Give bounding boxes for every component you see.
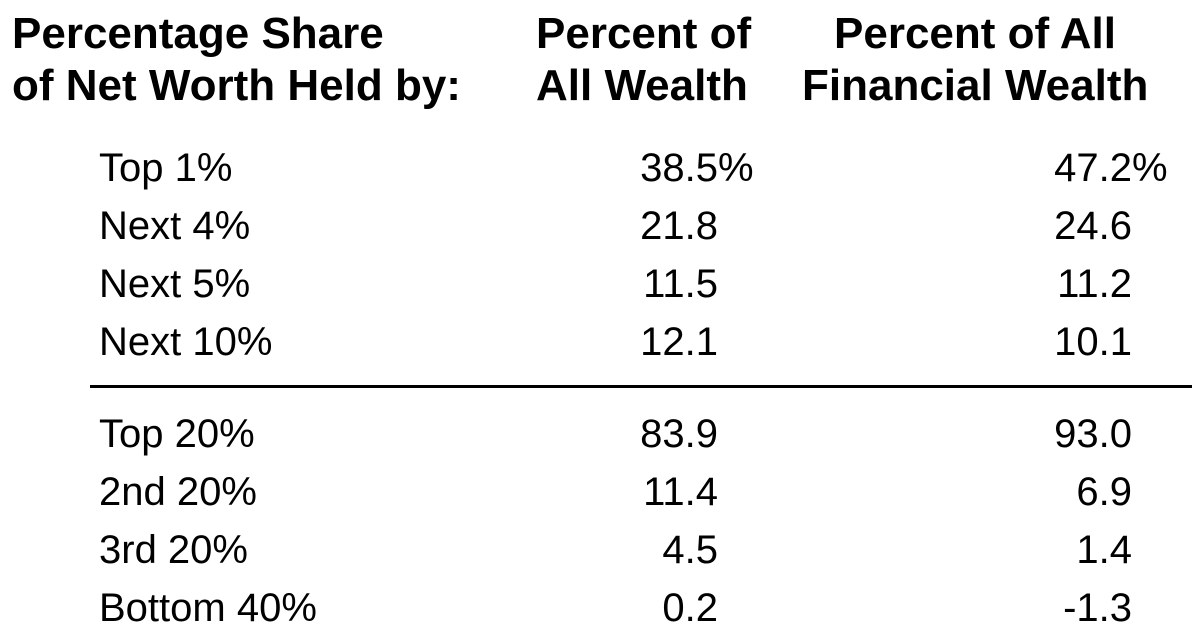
table-row: Next 10% 12.1 10.1 [0,313,1192,371]
table-row: Next 4% 21.8 24.6 [0,197,1192,255]
all-wealth-value: 83.9 [640,412,718,456]
row-label: Top 1% [99,146,233,190]
financial-wealth-value: 1.4 [1076,528,1132,572]
column-header-all-wealth: Percent of All Wealth [536,8,751,112]
row-label: 3rd 20% [99,528,248,572]
column-header-line: Percent of [536,9,752,58]
financial-wealth-value: 6.9 [1076,470,1132,514]
table-row: Top 1% 38.5% 47.2% [0,139,1192,197]
all-wealth-value: 12.1 [640,320,718,364]
all-wealth-value: 0.2 [662,586,718,630]
financial-wealth-value: 47.2% [1054,146,1168,190]
all-wealth-value: 21.8 [640,204,718,248]
table-row: Bottom 40% 0.2 -1.3 [0,579,1192,637]
financial-wealth-value: 10.1 [1054,320,1132,364]
financial-wealth-value: 11.2 [1057,262,1132,306]
column-header-line: All Wealth [536,61,748,110]
row-label: Bottom 40% [99,586,317,630]
table-row: Top 20% 83.9 93.0 [0,405,1192,463]
table-row: 2nd 20% 11.4 6.9 [0,463,1192,521]
all-wealth-value: 11.5 [643,262,718,306]
all-wealth-value: 38.5% [640,146,754,190]
financial-wealth-value: 93.0 [1054,412,1132,456]
column-header-line: Percent of All [834,9,1116,58]
row-label: Next 4% [99,204,251,248]
group-divider [90,385,1192,388]
financial-wealth-value: 24.6 [1054,204,1132,248]
financial-wealth-value: -1.3 [1063,586,1132,630]
all-wealth-value: 11.4 [643,470,718,514]
column-header-line: Financial Wealth [802,61,1149,110]
row-label: 2nd 20% [99,470,257,514]
table-row: Next 5% 11.5 11.2 [0,255,1192,313]
all-wealth-value: 4.5 [662,528,718,572]
row-label: Top 20% [99,412,255,456]
row-label: Next 5% [99,262,251,306]
column-header-share-held-by: Percentage Share of Net Worth Held by: [12,8,461,112]
row-label: Next 10% [99,320,273,364]
column-header-line: of Net Worth Held by: [12,61,461,110]
column-header-line: Percentage Share [12,9,384,58]
table-row: 3rd 20% 4.5 1.4 [0,521,1192,579]
